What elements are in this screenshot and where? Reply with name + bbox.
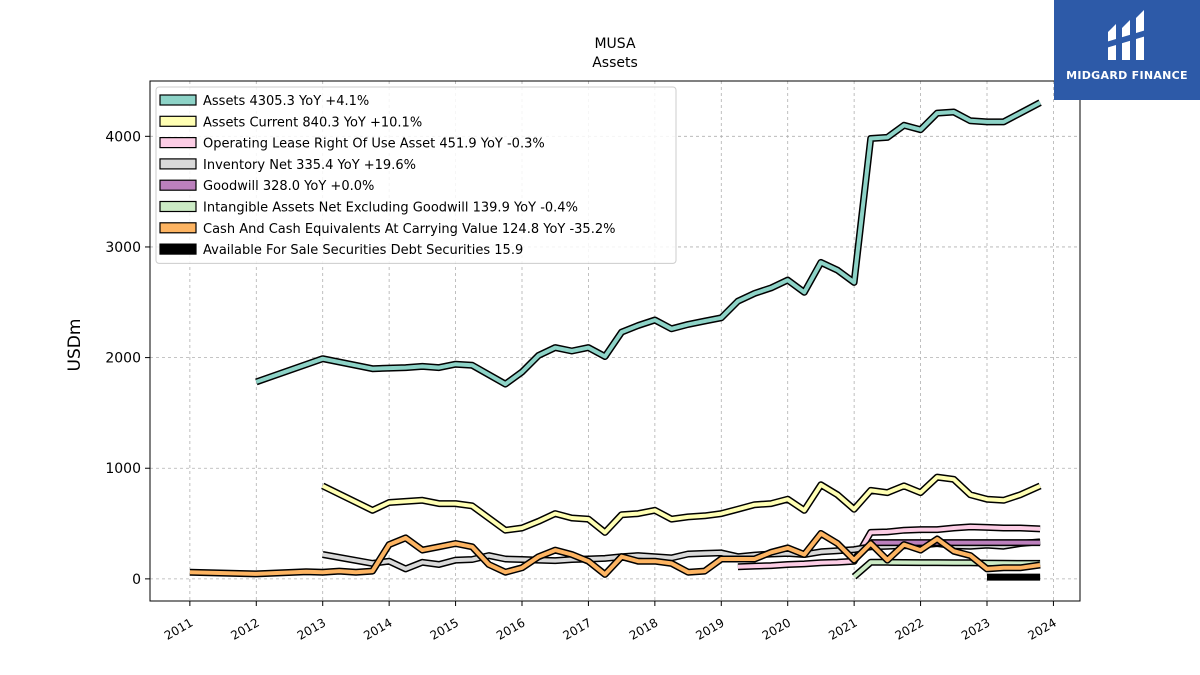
x-tick-label: 2016 [494,615,527,642]
legend-entry: Operating Lease Right Of Use Asset 451.9… [203,137,545,152]
series-lines [189,99,1042,581]
x-tick-label: 2019 [693,615,726,642]
x-tick-label: 2023 [959,615,992,642]
legend-entry: Available For Sale Securities Debt Secur… [203,243,523,258]
y-tick-label: 2000 [105,351,141,367]
x-tick-label: 2022 [893,615,926,642]
y-tick-label: 4000 [105,129,141,145]
legend-swatch [159,222,197,234]
legend-swatch [159,137,197,149]
legend-swatch [159,243,197,255]
x-tick-label: 2017 [560,615,593,642]
legend-swatch [159,115,197,127]
legend-entry: Inventory Net 335.4 YoY +19.6% [203,158,416,173]
x-tick-label: 2012 [228,615,261,642]
x-tick-label: 2014 [361,615,394,642]
legend-entry: Goodwill 328.0 YoY +0.0% [203,179,374,194]
series-line [851,558,1041,580]
legend-swatch [159,158,197,170]
x-tick-label: 2013 [295,615,328,642]
series-line [737,523,1041,571]
legend-swatch [159,200,197,213]
chart-subtitle: Assets [592,55,638,71]
chart-title: MUSA [594,36,635,52]
midgard-logo-icon [1106,10,1146,60]
legend: Assets 4305.3 YoY +4.1% Assets Current 84… [155,86,677,264]
series-line [255,99,1042,388]
brand-logo: MIDGARD FINANCE [1054,0,1200,100]
x-tick-label: 2011 [162,615,195,642]
legend-box [155,86,677,264]
legend-entry: Cash And Cash Equivalents At Carrying Va… [203,222,615,237]
y-tick-label: 1000 [105,461,141,477]
plot-frame [149,80,1081,602]
x-tick-label: 2018 [627,615,660,642]
brand-name: MIDGARD FINANCE [1066,69,1188,82]
legend-swatch [159,179,197,191]
x-tick-label: 2015 [428,615,461,642]
legend-swatch [159,94,197,106]
y-axis-label: USDm [65,319,85,372]
legend-entry: Intangible Assets Net Excluding Goodwill… [203,201,578,216]
legend-entry: Assets 4305.3 YoY +4.1% [203,94,369,109]
y-tick-label: 3000 [105,240,141,256]
series-line [321,473,1042,536]
x-tick-label: 2020 [760,615,793,642]
legend-entry: Assets Current 840.3 YoY +10.1% [203,115,422,130]
x-tick-label: 2024 [1025,615,1058,642]
series-line [189,530,1041,578]
y-tick-label: 0 [132,572,141,588]
x-tick-label: 2021 [826,615,859,642]
